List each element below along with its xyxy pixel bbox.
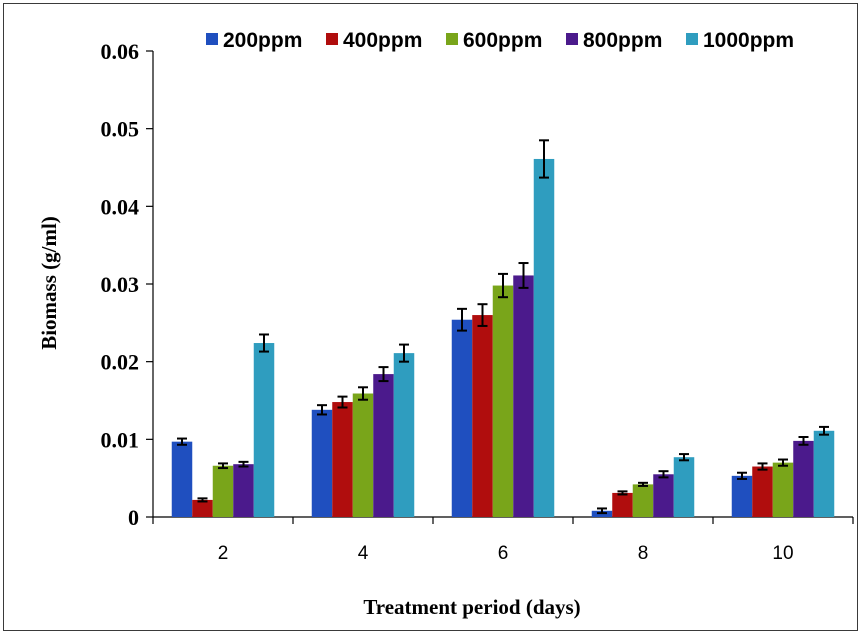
x-axis-title: Treatment period (days) xyxy=(363,595,580,619)
y-tick-label: 0.06 xyxy=(101,39,140,64)
bar xyxy=(451,319,473,517)
bar xyxy=(492,285,514,517)
bar xyxy=(352,393,374,517)
x-axis: 2 4 6 8 10 xyxy=(152,516,854,564)
bar xyxy=(373,374,394,517)
bar xyxy=(731,475,753,517)
legend-swatch xyxy=(206,33,218,45)
bar xyxy=(393,353,415,517)
y-tick-label: 0.04 xyxy=(101,194,140,219)
bar xyxy=(472,315,493,517)
bar xyxy=(752,466,773,517)
x-tick-label: 6 xyxy=(498,543,509,564)
x-tick-label: 2 xyxy=(218,543,229,564)
legend-swatch xyxy=(326,33,338,45)
chart-frame xyxy=(3,3,858,631)
bar xyxy=(513,275,534,517)
bar xyxy=(171,441,193,517)
bar xyxy=(813,430,835,517)
bar xyxy=(772,462,794,517)
bar xyxy=(673,457,695,517)
x-tick-label: 10 xyxy=(772,543,793,564)
y-axis: 0 0.01 0.02 0.03 0.04 0.05 0.06 xyxy=(101,39,154,530)
legend-label: 400ppm xyxy=(343,29,422,52)
legend-swatch xyxy=(446,33,458,45)
y-tick-label: 0.01 xyxy=(101,427,140,452)
bar xyxy=(233,464,254,517)
x-tick-label: 8 xyxy=(638,543,649,564)
bar xyxy=(612,492,633,517)
y-axis-title: Biomass (g/ml) xyxy=(37,216,61,350)
bar xyxy=(253,343,275,517)
bar xyxy=(653,474,674,517)
y-tick-label: 0.05 xyxy=(101,117,140,142)
legend-label: 200ppm xyxy=(223,29,302,52)
bar xyxy=(793,440,814,517)
legend: 200ppm 400ppm 600ppm 800ppm 1000ppm xyxy=(206,29,794,52)
bar xyxy=(632,484,654,517)
error-bars xyxy=(177,139,829,515)
legend-label: 800ppm xyxy=(583,29,662,52)
bar xyxy=(192,499,213,517)
bar xyxy=(212,465,234,517)
y-tick-label: 0 xyxy=(128,505,139,530)
legend-swatch xyxy=(566,33,578,45)
legend-label: 600ppm xyxy=(463,29,542,52)
legend-swatch xyxy=(686,33,698,45)
y-tick-label: 0.03 xyxy=(101,272,140,297)
legend-label: 1000ppm xyxy=(703,29,794,52)
bars xyxy=(171,158,835,517)
x-tick-label: 4 xyxy=(358,543,369,564)
y-tick-label: 0.02 xyxy=(101,350,140,375)
bar xyxy=(311,409,333,517)
bar xyxy=(533,158,555,517)
bar xyxy=(332,402,353,517)
